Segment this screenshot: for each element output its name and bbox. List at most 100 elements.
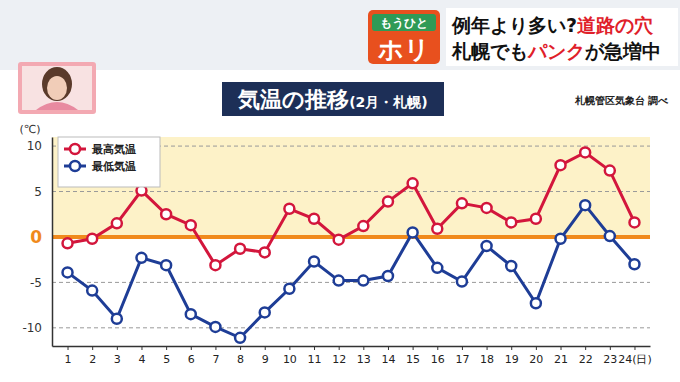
logo: もうひとホリ bbox=[368, 10, 440, 64]
series-marker bbox=[87, 234, 97, 244]
header-band bbox=[0, 0, 680, 70]
x-tick: 24(日) bbox=[618, 346, 652, 366]
series-marker bbox=[358, 276, 368, 286]
inset-frame bbox=[18, 62, 96, 114]
logo-top: もうひと bbox=[380, 16, 428, 30]
x-tick-mark bbox=[240, 346, 241, 350]
x-tick: 5 bbox=[163, 346, 170, 366]
inset-screen bbox=[22, 66, 92, 110]
x-tick-label: 7 bbox=[212, 353, 219, 366]
title: 気温の推移(2月・札幌) bbox=[237, 87, 428, 112]
series-marker bbox=[186, 309, 196, 319]
series-marker bbox=[432, 224, 442, 234]
inset-face bbox=[47, 76, 67, 100]
x-tick-mark bbox=[339, 346, 340, 350]
series-marker bbox=[260, 247, 270, 257]
x-tick: 19 bbox=[505, 346, 519, 366]
x-tick: 9 bbox=[262, 346, 269, 366]
x-tick-mark bbox=[388, 346, 389, 350]
y-tick: 5 bbox=[34, 185, 52, 199]
x-tick-mark bbox=[92, 346, 93, 350]
logo-strip bbox=[372, 14, 436, 31]
series-marker bbox=[210, 260, 220, 270]
series-marker bbox=[556, 234, 566, 244]
x-tick-mark bbox=[511, 346, 512, 350]
series-marker bbox=[580, 200, 590, 210]
x-tick-label: 19 bbox=[505, 353, 519, 366]
series-marker bbox=[408, 178, 418, 188]
x-tick-mark bbox=[487, 346, 488, 350]
y-tick-label: 0 bbox=[30, 227, 42, 247]
x-tick: 4 bbox=[138, 346, 145, 366]
x-tick-mark bbox=[437, 346, 438, 350]
series-marker bbox=[383, 271, 393, 281]
x-tick-mark bbox=[289, 346, 290, 350]
series-marker bbox=[482, 241, 492, 251]
x-tick: 7 bbox=[212, 346, 219, 366]
series-marker bbox=[457, 276, 467, 286]
y-tick-label: -10 bbox=[22, 321, 42, 335]
series-marker bbox=[235, 244, 245, 254]
banner-line: 札幌でもパンクが急増中 bbox=[451, 40, 661, 62]
x-tick-mark bbox=[363, 346, 364, 350]
x-tick: 20 bbox=[529, 346, 543, 366]
series-marker bbox=[482, 203, 492, 213]
series-marker bbox=[531, 298, 541, 308]
legend-marker bbox=[70, 144, 80, 154]
x-tick-mark bbox=[166, 346, 167, 350]
x-tick: 21 bbox=[554, 346, 568, 366]
inset-body bbox=[36, 102, 78, 110]
inset-hair bbox=[42, 67, 72, 101]
x-tick-mark bbox=[536, 346, 537, 350]
x-tick-label: 16 bbox=[431, 353, 445, 366]
x-tick-label: 8 bbox=[237, 353, 244, 366]
x-tick-label: 9 bbox=[262, 353, 269, 366]
series-marker bbox=[457, 198, 467, 208]
x-tick-mark bbox=[462, 346, 463, 350]
series-marker bbox=[556, 160, 566, 170]
x-tick-label: 6 bbox=[188, 353, 195, 366]
x-tick: 18 bbox=[480, 346, 494, 366]
x-tick: 23 bbox=[603, 346, 617, 366]
series-marker bbox=[63, 267, 73, 277]
series-marker bbox=[136, 253, 146, 263]
legend-box bbox=[58, 137, 160, 187]
title-box bbox=[222, 82, 444, 116]
series-marker bbox=[605, 166, 615, 176]
y-tick-label: 5 bbox=[34, 185, 42, 199]
x-tick: 2 bbox=[89, 346, 96, 366]
x-tick-mark bbox=[141, 346, 142, 350]
series-marker bbox=[309, 214, 319, 224]
banner-line: 例年より多い?道路の穴 bbox=[451, 14, 654, 36]
banner-text: 例年より多い? bbox=[451, 14, 577, 36]
x-tick-label: 22 bbox=[579, 353, 593, 366]
y-axis: -10 -5 0 5 10 bbox=[22, 138, 52, 347]
x-tick-label: 2 bbox=[89, 353, 96, 366]
warm-band bbox=[52, 137, 650, 237]
x-tick-label: 23 bbox=[603, 353, 617, 366]
x-tick: 16 bbox=[431, 346, 445, 366]
x-tick-mark bbox=[68, 346, 69, 350]
x-tick-label: 5 bbox=[163, 353, 170, 366]
x-tick-mark bbox=[215, 346, 216, 350]
x-tick-mark bbox=[610, 346, 611, 350]
banner-box bbox=[446, 8, 678, 66]
x-axis: 123456789101112131415161718192021222324(… bbox=[53, 346, 652, 366]
x-tick-label: 14 bbox=[381, 353, 395, 366]
series-marker bbox=[334, 235, 344, 245]
x-tick: 12 bbox=[332, 346, 346, 366]
x-tick: 22 bbox=[579, 346, 593, 366]
legend-marker bbox=[70, 161, 80, 171]
grid-line bbox=[52, 327, 650, 328]
x-tick-mark bbox=[634, 346, 635, 350]
x-tick-mark bbox=[585, 346, 586, 350]
x-tick-label: 18 bbox=[480, 353, 494, 366]
y-tick-label: 10 bbox=[27, 139, 42, 153]
x-tick: 8 bbox=[237, 346, 244, 366]
series-marker bbox=[408, 227, 418, 237]
series-marker bbox=[186, 220, 196, 230]
banner-text: パンク bbox=[527, 40, 585, 62]
y-tick-label: -5 bbox=[30, 276, 42, 290]
title-text: 気温の推移 bbox=[237, 87, 349, 112]
series-marker bbox=[506, 261, 516, 271]
